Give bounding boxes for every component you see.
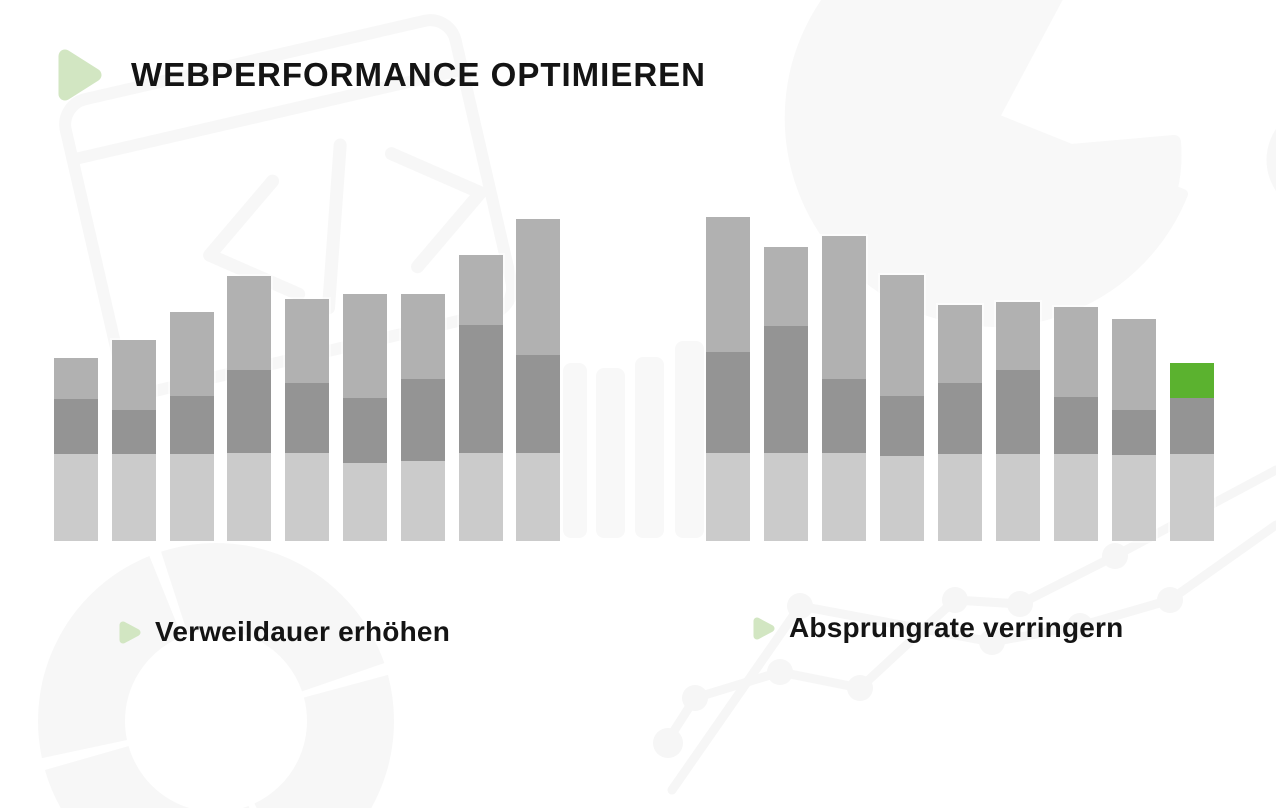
label-text: Verweildauer erhöhen bbox=[155, 616, 450, 647]
bar-segment-top-medium bbox=[880, 275, 924, 396]
bar-segment-middle-dark bbox=[400, 379, 445, 461]
bar-segment-middle-dark bbox=[285, 383, 330, 453]
bar-segment-middle-dark bbox=[938, 383, 982, 454]
pie-chart-icon bbox=[784, 0, 1276, 327]
stacked-bar bbox=[516, 219, 561, 541]
line-chart-icon bbox=[653, 465, 1276, 795]
bar-segment-top-medium bbox=[227, 276, 272, 370]
bar-segment-middle-dark bbox=[1170, 398, 1214, 454]
stacked-bar bbox=[880, 275, 924, 541]
chart-absprungrate bbox=[706, 217, 1214, 541]
bar-segment-middle-dark bbox=[706, 352, 750, 453]
bar-segment-bottom-light bbox=[111, 454, 156, 541]
bar-segment-top-medium bbox=[1170, 363, 1214, 398]
bar-segment-middle-dark bbox=[822, 379, 866, 453]
bar-segment-top-medium bbox=[1112, 319, 1156, 410]
stacked-bar bbox=[111, 340, 156, 541]
bar-segment-bottom-light bbox=[516, 453, 561, 541]
bar-segment-bottom-light bbox=[996, 454, 1040, 541]
bar-segment-top-medium bbox=[458, 255, 503, 325]
label-verweildauer: Verweildauer erhöhen bbox=[118, 616, 450, 648]
bar-segment-top-medium bbox=[516, 219, 561, 355]
bar-segment-bottom-light bbox=[1112, 455, 1156, 541]
triangle-bullet-icon bbox=[119, 621, 141, 643]
bar-segment-top-medium bbox=[342, 294, 387, 398]
bar-segment-middle-dark bbox=[54, 399, 98, 454]
donut-chart-icon bbox=[38, 543, 394, 808]
bar-segment-middle-dark bbox=[458, 325, 503, 453]
bar-segment-middle-dark bbox=[1054, 397, 1098, 454]
stacked-bar bbox=[227, 276, 272, 541]
bar-segment-middle-dark bbox=[764, 326, 808, 453]
bar-segment-top-medium bbox=[938, 305, 982, 383]
bar-segment-top-medium bbox=[285, 299, 330, 383]
bar-segment-bottom-light bbox=[880, 456, 924, 541]
page-title: WEBPERFORMANCE OPTIMIEREN bbox=[131, 56, 707, 93]
stacked-bar bbox=[400, 294, 445, 541]
bar-segment-middle-dark bbox=[880, 396, 924, 456]
bar-segment-middle-dark bbox=[169, 396, 214, 454]
stacked-bar bbox=[1170, 363, 1214, 541]
bar-segment-middle-dark bbox=[342, 398, 387, 463]
bar-segment-bottom-light bbox=[764, 453, 808, 541]
bar-segment-top-medium bbox=[764, 247, 808, 326]
bar-segment-top-medium bbox=[822, 236, 866, 379]
bar-segment-bottom-light bbox=[54, 454, 98, 541]
bar-segment-middle-dark bbox=[227, 370, 272, 453]
bar-segment-bottom-light bbox=[822, 453, 866, 541]
bar-segment-bottom-light bbox=[938, 454, 982, 541]
bar-segment-middle-dark bbox=[516, 355, 561, 453]
bar-segment-bottom-light bbox=[169, 454, 214, 541]
bar-segment-bottom-light bbox=[227, 453, 272, 541]
bar-segment-middle-dark bbox=[996, 370, 1040, 454]
bar-segment-top-medium bbox=[1054, 307, 1098, 397]
bar-segment-top-medium bbox=[111, 340, 156, 410]
stacked-bar bbox=[342, 294, 387, 541]
bar-segment-bottom-light bbox=[1170, 454, 1214, 541]
bar-segment-top-medium bbox=[996, 302, 1040, 370]
bar-segment-bottom-light bbox=[285, 453, 330, 541]
title-triangle-icon bbox=[58, 49, 102, 101]
stacked-bar bbox=[54, 358, 98, 541]
bar-segment-bottom-light bbox=[1054, 454, 1098, 541]
stacked-bar bbox=[458, 255, 503, 541]
bar-segment-bottom-light bbox=[342, 463, 387, 541]
bar-segment-top-medium bbox=[706, 217, 750, 352]
stacked-bar bbox=[1112, 319, 1156, 541]
stacked-bar bbox=[706, 217, 750, 541]
title-row: WEBPERFORMANCE OPTIMIEREN bbox=[57, 48, 706, 102]
bar-segment-top-medium bbox=[400, 294, 445, 379]
bar-segment-bottom-light bbox=[706, 453, 750, 541]
chart-verweildauer bbox=[54, 219, 561, 541]
label-text: Absprungrate verringern bbox=[789, 612, 1124, 643]
triangle-bullet-icon bbox=[753, 617, 775, 639]
stacked-bar bbox=[822, 236, 866, 541]
stacked-bar bbox=[1054, 307, 1098, 541]
bar-segment-top-medium bbox=[169, 312, 214, 396]
bar-segment-bottom-light bbox=[400, 461, 445, 541]
stacked-bar bbox=[285, 299, 330, 541]
stacked-bar bbox=[938, 305, 982, 541]
stacked-bar bbox=[169, 312, 214, 541]
bar-segment-middle-dark bbox=[1112, 410, 1156, 455]
mini-bar-chart-icon bbox=[563, 341, 704, 538]
bar-segment-top-medium bbox=[54, 358, 98, 399]
label-absprungrate: Absprungrate verringern bbox=[752, 612, 1123, 644]
bar-segment-middle-dark bbox=[111, 410, 156, 454]
stacked-bar bbox=[764, 247, 808, 541]
bar-segment-bottom-light bbox=[458, 453, 503, 541]
stacked-bar bbox=[996, 302, 1040, 541]
